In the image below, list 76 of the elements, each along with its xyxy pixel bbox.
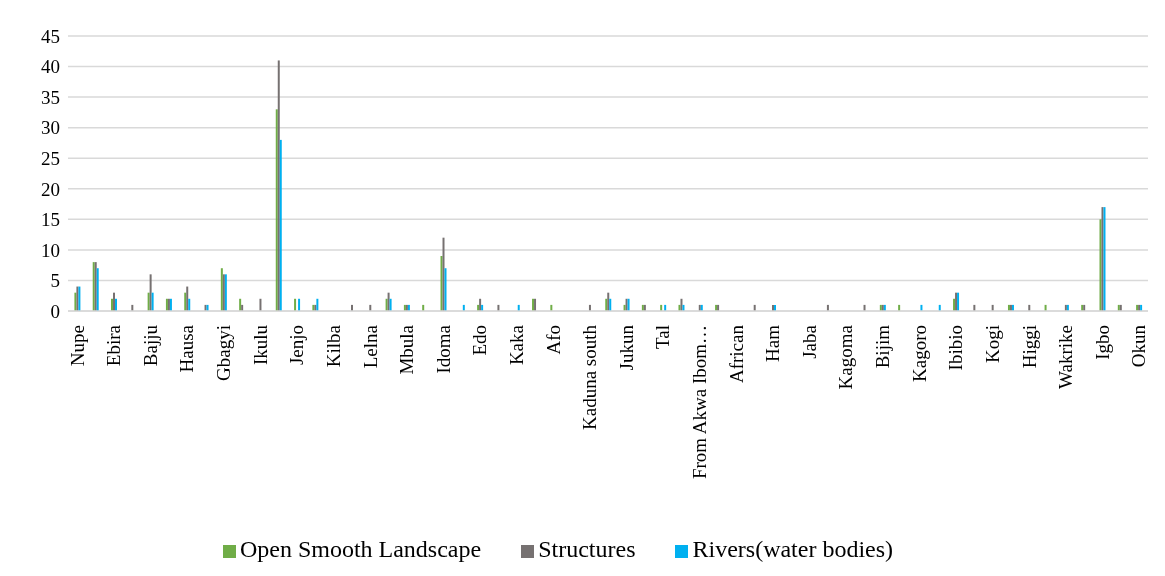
- x-tick-label: Kaduna south: [579, 324, 601, 431]
- bar: [115, 298, 118, 311]
- bar: [385, 298, 388, 311]
- x-tick-label: Edo: [469, 325, 491, 356]
- y-tick-label: 40: [41, 56, 60, 78]
- bar: [113, 292, 116, 311]
- bar: [1099, 219, 1102, 311]
- x-tick-label: African: [725, 324, 747, 384]
- bar: [186, 286, 189, 311]
- bar: [298, 298, 301, 311]
- bar: [609, 298, 612, 311]
- x-tick-label: Gbagyi: [213, 325, 235, 381]
- legend-label: Open Smooth Landscape: [239, 536, 482, 562]
- x-tick-label: Igbo: [1091, 325, 1113, 360]
- bar: [259, 298, 262, 311]
- bar: [111, 298, 114, 311]
- bar: [149, 274, 152, 311]
- bar: [479, 298, 482, 311]
- bar: [96, 268, 99, 311]
- bar: [279, 139, 282, 311]
- bar: [277, 60, 280, 311]
- legend-label: Structures: [538, 536, 636, 562]
- x-tick-label: Hausa: [176, 324, 198, 373]
- x-tick-label: Kogi: [981, 325, 1003, 363]
- x-tick-label: Kilba: [322, 324, 344, 368]
- x-tick-label: Ibibio: [945, 325, 967, 371]
- x-tick-label: Jenjo: [286, 325, 308, 366]
- bar: [151, 292, 154, 311]
- bar: [184, 292, 187, 311]
- bar: [389, 298, 392, 311]
- x-tick-label: Bajju: [139, 324, 161, 367]
- bar: [74, 292, 77, 311]
- x-tick-label: Idoma: [432, 324, 454, 374]
- x-tick-label: Afo: [542, 325, 564, 355]
- bar: [294, 298, 297, 311]
- bar: [239, 298, 242, 311]
- bar: [444, 268, 447, 311]
- x-tick-label: Kagoro: [908, 325, 930, 382]
- bar: [440, 256, 443, 311]
- x-tick-label: Lelna: [359, 324, 381, 369]
- y-tick-label: 20: [41, 178, 60, 200]
- y-tick-label: 30: [41, 117, 60, 139]
- bar: [605, 298, 608, 311]
- y-tick-label: 0: [50, 300, 60, 322]
- x-tick-label: Kagoma: [835, 324, 857, 390]
- bar: [220, 268, 223, 311]
- y-tick-label: 35: [41, 86, 60, 108]
- bar: [275, 109, 278, 311]
- x-tick-label: Ebira: [103, 324, 125, 367]
- x-tick-label: Tal: [652, 325, 674, 349]
- x-tick-label: Jukun: [615, 324, 637, 371]
- legend-label: Rivers(water bodies): [692, 536, 894, 562]
- y-tick-label: 25: [41, 147, 60, 169]
- x-tick-label: Higgi: [1018, 325, 1040, 369]
- y-tick-label: 15: [41, 209, 60, 231]
- bar: [953, 298, 956, 311]
- bar: [316, 298, 319, 311]
- bar: [188, 298, 191, 311]
- x-tick-label: Kaka: [505, 324, 527, 366]
- x-tick-label: Mbula: [396, 324, 418, 375]
- y-tick-label: 10: [41, 239, 60, 261]
- x-tick-label: Ikulu: [249, 324, 271, 366]
- x-tick-label: From Akwa Ibom…: [689, 325, 711, 480]
- x-tick-label: Nupe: [66, 325, 88, 367]
- x-tick-label: Jaba: [798, 324, 820, 359]
- bar: [680, 298, 683, 311]
- bar: [147, 292, 150, 311]
- bar: [607, 292, 610, 311]
- x-tick-label: Okun: [1128, 324, 1150, 368]
- x-tick-label: Bijim: [872, 324, 894, 369]
- y-tick-label: 45: [41, 25, 60, 47]
- bar: [442, 237, 445, 311]
- x-tick-label: Ham: [762, 324, 784, 362]
- y-tick-label: 5: [50, 270, 60, 292]
- x-tick-label: Wakrike: [1055, 325, 1077, 389]
- bar: [387, 292, 390, 311]
